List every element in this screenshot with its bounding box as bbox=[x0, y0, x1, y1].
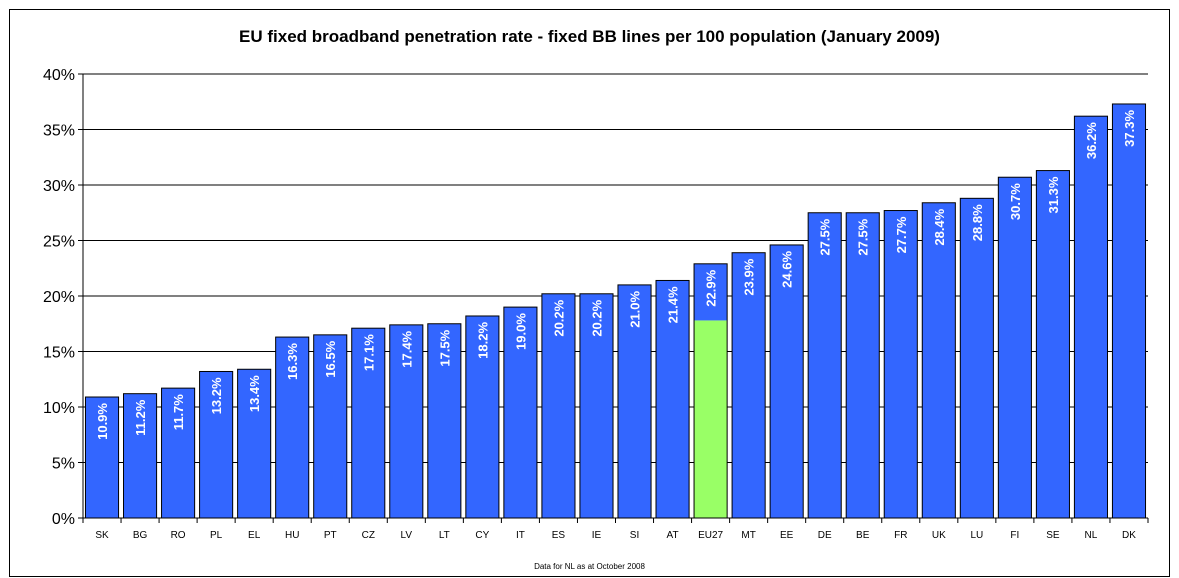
x-tick-label: SK bbox=[95, 530, 109, 541]
bar-el bbox=[237, 368, 272, 519]
x-tick-label: ES bbox=[552, 530, 566, 541]
x-tick-label: BE bbox=[856, 530, 870, 541]
data-label-nl: 36.2% bbox=[1084, 122, 1099, 159]
bar-bg bbox=[123, 393, 158, 519]
data-label-lv: 17.4% bbox=[399, 330, 414, 367]
bar-dk bbox=[1111, 103, 1147, 519]
data-label-si: 21.0% bbox=[628, 290, 643, 327]
data-label-pt: 16.5% bbox=[323, 340, 338, 377]
data-label-se: 31.3% bbox=[1046, 176, 1061, 213]
data-label-de: 27.5% bbox=[818, 218, 833, 255]
data-label-lu: 28.8% bbox=[970, 204, 985, 241]
data-label-be: 27.5% bbox=[856, 218, 871, 255]
data-label-lt: 17.5% bbox=[437, 329, 452, 366]
y-tick-label: 5% bbox=[52, 456, 75, 473]
data-label-hu: 16.3% bbox=[285, 343, 300, 380]
data-label-ie: 20.2% bbox=[589, 299, 604, 336]
x-tick-label: IE bbox=[592, 530, 602, 541]
y-tick-label: 0% bbox=[52, 511, 75, 528]
data-label-cy: 18.2% bbox=[475, 322, 490, 359]
y-tick-label: 30% bbox=[43, 178, 75, 195]
chart-footnote: Data for NL as at October 2008 bbox=[534, 562, 645, 571]
y-tick-label: 40% bbox=[43, 67, 75, 84]
x-tick-label: LV bbox=[401, 530, 413, 541]
data-label-ee: 24.6% bbox=[780, 251, 795, 288]
data-label-ro: 11.7% bbox=[171, 394, 186, 431]
bar-uk bbox=[921, 202, 956, 519]
x-tick-label: DE bbox=[818, 530, 832, 541]
bar-pl bbox=[199, 370, 234, 519]
bar-lv bbox=[389, 324, 424, 519]
bar-eu27-upper bbox=[694, 263, 728, 321]
data-label-sk: 10.9% bbox=[95, 403, 110, 440]
x-tick-label: EE bbox=[780, 530, 794, 541]
data-label-mt: 23.9% bbox=[742, 258, 757, 295]
bar-be bbox=[845, 212, 880, 519]
x-tick-label: HU bbox=[285, 530, 299, 541]
bar-ro bbox=[161, 387, 196, 519]
bar-at bbox=[655, 279, 690, 519]
x-tick-label: LU bbox=[970, 530, 983, 541]
x-tick-label: DK bbox=[1122, 530, 1136, 541]
chart-title: EU fixed broadband penetration rate - fi… bbox=[239, 27, 940, 46]
x-tick-label: EL bbox=[248, 530, 261, 541]
bars bbox=[84, 103, 1147, 519]
data-label-pl: 13.2% bbox=[209, 377, 224, 414]
y-tick-label: 25% bbox=[43, 234, 75, 251]
data-label-es: 20.2% bbox=[551, 299, 566, 336]
data-label-dk: 37.3% bbox=[1122, 110, 1137, 147]
data-label-cz: 17.1% bbox=[361, 334, 376, 371]
data-label-at: 21.4% bbox=[666, 286, 681, 323]
x-tick-label: EU27 bbox=[698, 530, 723, 541]
bar-nl bbox=[1073, 115, 1108, 519]
bar-fr bbox=[883, 210, 918, 519]
x-tick-label: RO bbox=[171, 530, 186, 541]
x-tick-label: SI bbox=[630, 530, 639, 541]
x-tick-label: MT bbox=[741, 530, 755, 541]
x-tick-label: LT bbox=[439, 530, 450, 541]
x-tick-label: AT bbox=[667, 530, 679, 541]
bar-se bbox=[1035, 170, 1070, 519]
data-label-bg: 11.2% bbox=[133, 399, 148, 436]
x-tick-label: NL bbox=[1085, 530, 1098, 541]
y-tick-label: 15% bbox=[43, 345, 75, 362]
x-tick-label: FR bbox=[894, 530, 907, 541]
bar-fi bbox=[997, 176, 1032, 519]
bar-cy bbox=[465, 315, 500, 519]
x-tick-label: UK bbox=[932, 530, 946, 541]
bar-eu27-lower bbox=[694, 320, 728, 518]
x-tick-label: IT bbox=[516, 530, 525, 541]
x-tick-label: PT bbox=[324, 530, 337, 541]
bar-ee bbox=[769, 244, 804, 519]
x-tick-label: PL bbox=[210, 530, 223, 541]
axes: 0% 5% 10% 15% 20% 25% 30% 35% 40% SK BG RO PL EL HU PT C… bbox=[43, 67, 1149, 541]
y-tick-label: 35% bbox=[43, 123, 75, 140]
data-label-el: 13.4% bbox=[247, 375, 262, 412]
y-tick-label: 10% bbox=[43, 400, 75, 417]
x-tick-label: CY bbox=[475, 530, 489, 541]
data-label-eu27: 22.9% bbox=[704, 269, 719, 306]
data-label-fi: 30.7% bbox=[1008, 183, 1023, 220]
x-tick-label: SE bbox=[1046, 530, 1060, 541]
bar-de bbox=[807, 212, 842, 519]
data-label-it: 19.0% bbox=[513, 313, 528, 350]
bar-pt bbox=[313, 334, 348, 519]
bar-cz bbox=[351, 327, 386, 519]
bar-sk bbox=[84, 396, 120, 519]
bar-lt bbox=[427, 323, 462, 519]
data-label-fr: 27.7% bbox=[894, 216, 909, 253]
bar-si bbox=[617, 284, 652, 519]
data-labels: 10.9% 11.2% 11.7% 13.2% 13.4% 16.3% 16.5% 17.1%… bbox=[95, 110, 1137, 440]
y-tick-label: 20% bbox=[43, 289, 75, 306]
x-tick-label: CZ bbox=[362, 530, 375, 541]
x-tick-label: BG bbox=[133, 530, 148, 541]
bar-hu bbox=[275, 336, 310, 519]
data-label-uk: 28.4% bbox=[932, 208, 947, 245]
bar-lu bbox=[959, 197, 994, 519]
x-tick-label: FI bbox=[1010, 530, 1019, 541]
bar-it bbox=[503, 306, 538, 519]
